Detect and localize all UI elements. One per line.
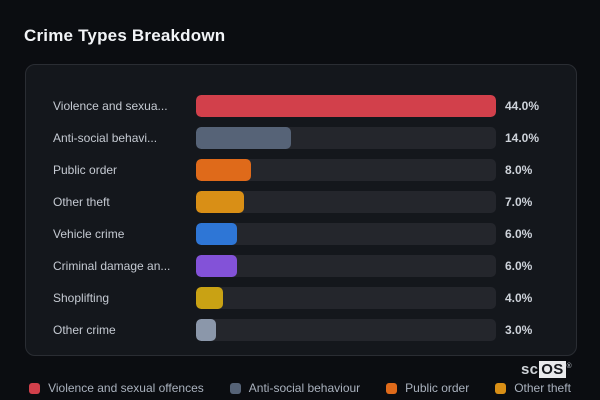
bar-track [196,255,496,277]
legend-label: Other theft [514,381,571,395]
chart-legend: Violence and sexual offences Anti-social … [0,381,600,395]
bar [196,255,237,277]
category-label: Criminal damage an... [53,259,171,273]
bar-track [196,191,496,213]
category-label: Anti-social behavi... [53,131,158,145]
page-title: Crime Types Breakdown [24,26,226,45]
category-label: Shoplifting [53,291,110,305]
bar [196,191,244,213]
value-label: 3.0% [505,323,533,337]
bar [196,287,224,309]
bar [196,127,292,149]
value-label: 44.0% [505,99,540,113]
bar-track [196,95,496,117]
legend-label: Public order [405,381,470,395]
bar-row: Public order 8.0% [53,159,549,181]
legend-label: Violence and sexual offences [48,381,204,395]
bar-track [196,319,496,341]
legend-item[interactable]: Public order [386,381,469,395]
legend-swatch-icon [386,382,398,394]
value-label: 8.0% [505,163,533,177]
bar-row: Violence and sexua... 44.0% [53,95,549,117]
logo-prefix: sc [520,361,539,378]
legend-swatch-icon [495,382,507,394]
bar-row: Criminal damage an... 6.0% [53,255,549,277]
chart-panel: Violence and sexua... 44.0% Anti-social be… [25,64,577,356]
category-label: Public order [53,163,118,177]
bar-track [196,159,496,181]
value-label: 6.0% [505,227,533,241]
category-label: Violence and sexua... [53,99,168,113]
legend-label: Anti-social behaviour [248,381,361,395]
value-label: 6.0% [505,259,533,273]
bar-row: Other theft 7.0% [53,191,549,213]
value-label: 7.0% [505,195,533,209]
bar-row: Shoplifting 4.0% [53,287,549,309]
logo-suffix-box: OS [539,361,566,378]
category-label: Other crime [53,323,116,337]
scos-logo: sc OS ® [520,361,572,379]
bar [196,319,217,341]
legend-swatch-icon [229,382,241,394]
bar [196,223,237,245]
bar-track [196,287,496,309]
category-label: Other theft [53,195,110,209]
value-label: 14.0% [505,131,540,145]
value-label: 4.0% [505,291,533,305]
registered-mark-icon: ® [566,363,572,370]
bar-row: Anti-social behavi... 14.0% [53,127,549,149]
legend-item[interactable]: Other theft [495,381,571,395]
bar-track [196,127,496,149]
bar-row: Other crime 3.0% [53,319,549,341]
bar-track [196,223,496,245]
category-label: Vehicle crime [53,227,125,241]
legend-item[interactable]: Violence and sexual offences [29,381,204,395]
bar [196,95,496,117]
bar [196,159,251,181]
legend-item[interactable]: Anti-social behaviour [229,381,361,395]
bar-row: Vehicle crime 6.0% [53,223,549,245]
legend-swatch-icon [29,382,41,394]
